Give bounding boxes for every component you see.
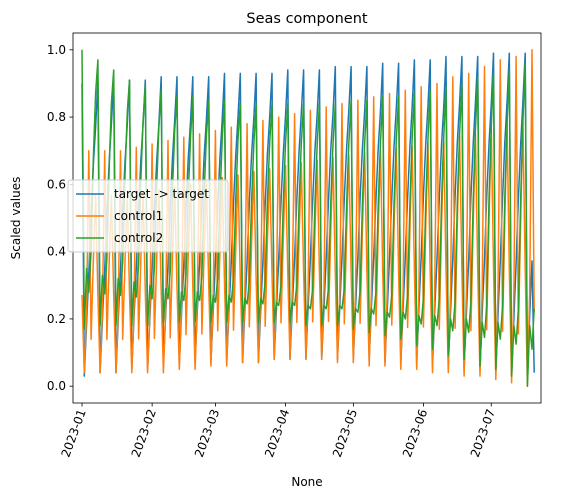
y-tick-label: 0.4 <box>47 245 66 259</box>
x-tick-label: 2023-01 <box>59 407 89 459</box>
legend-entry: control1 <box>114 209 163 223</box>
y-tick-label: 0.0 <box>47 379 66 393</box>
x-tick-label: 2023-02 <box>129 407 159 459</box>
chart-title: Seas component <box>246 11 368 27</box>
x-axis-label: None <box>291 475 322 489</box>
y-axis-label: Scaled values <box>9 177 23 260</box>
x-tick-label: 2023-05 <box>330 407 360 459</box>
legend-entry: target -> target <box>114 187 209 201</box>
legend-box <box>67 179 229 253</box>
y-tick-label: 0.6 <box>47 177 66 191</box>
legend-entry: control2 <box>114 231 163 245</box>
legend: target -> target control1 control2 <box>67 179 229 253</box>
x-tick-label: 2023-07 <box>468 407 498 459</box>
series-line-3 <box>81 49 535 387</box>
y-tick-label: 0.8 <box>47 110 66 124</box>
x-tick-label: 2023-03 <box>192 407 222 459</box>
x-tick-label: 2023-06 <box>400 407 430 459</box>
x-tick-label: 2023-04 <box>262 407 292 459</box>
y-tick-label: 0.2 <box>47 312 66 326</box>
y-tick-label: 1.0 <box>47 43 66 57</box>
